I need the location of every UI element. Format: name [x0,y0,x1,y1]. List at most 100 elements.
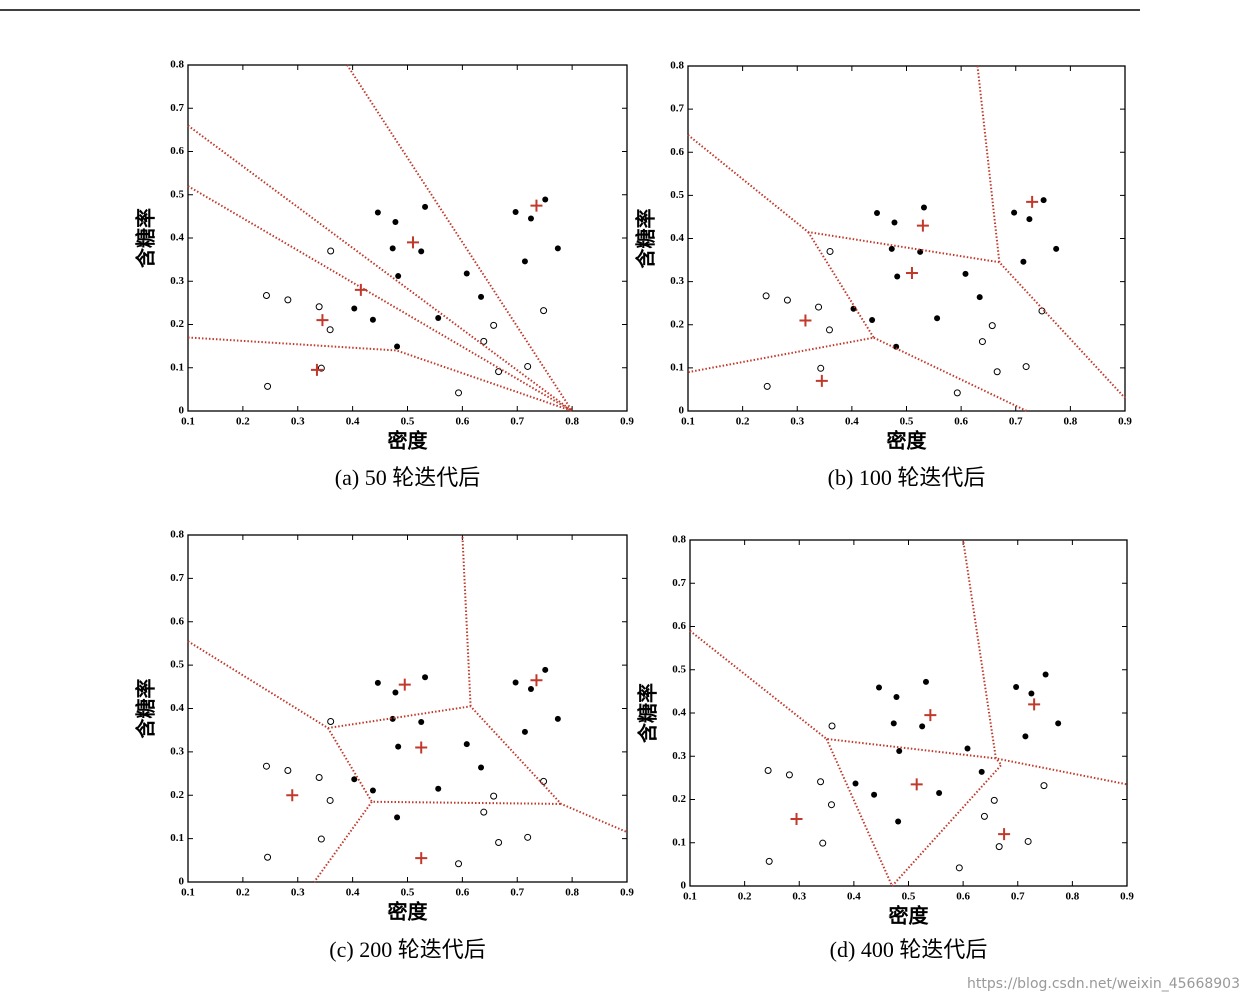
prototype-vector [924,709,937,722]
x-tick-label: 0.4 [346,416,360,428]
x-tick-label: 0.4 [346,887,360,899]
prototype-vector [286,789,299,802]
y-tick-label: 0.5 [672,663,686,675]
sample-point [936,790,943,797]
sample-point [542,196,549,203]
sample-point [978,768,985,775]
prototype-vector [530,199,543,212]
prototype-vector [799,314,812,327]
y-tick-label: 0.6 [170,145,184,157]
y-tick-label: 0.3 [170,745,184,757]
sample-point [512,209,519,216]
boundary-line [687,65,1126,412]
sample-point [1055,720,1062,727]
sample-point [920,204,927,211]
sample-point [463,270,470,277]
y-tick-label: 0.2 [672,793,686,805]
sample-point [891,219,898,226]
sample-point [326,326,334,334]
y-tick-label: 0.7 [170,102,184,114]
x-tick-label: 0.4 [845,416,859,428]
sample-point [455,389,463,397]
sample-point [919,723,926,730]
sample-point [955,864,963,872]
sample-point [995,843,1003,851]
sample-point [1040,197,1047,204]
sample-point [392,689,399,696]
sample-point [463,741,470,748]
sample-point [490,792,498,800]
y-tick-label: 0.8 [672,534,686,546]
x-tick-label: 0.8 [565,416,579,428]
sample-point [284,296,292,304]
x-tick-label: 0.2 [738,891,752,903]
sample-point [962,270,969,277]
y-tick-label: 0.4 [170,702,184,714]
y-tick-label: 0.1 [670,361,684,373]
x-axis-label: 密度 [388,900,429,924]
sample-point [542,666,549,673]
y-tick-label: 0.5 [670,189,684,201]
sample-point [527,215,534,222]
y-tick-label: 0 [179,405,185,417]
sample-point [895,818,902,825]
sample-point [394,343,401,350]
y-tick-label: 0.7 [672,577,686,589]
sample-point [495,368,503,376]
sample-point [374,679,381,686]
sample-point [988,322,996,330]
y-tick-label: 0.3 [672,750,686,762]
x-axis-label: 密度 [887,429,928,453]
y-tick-label: 0.8 [170,529,184,541]
sample-point [264,853,272,861]
y-tick-label: 0.6 [672,620,686,632]
sample-point [480,337,488,345]
y-tick-label: 0.5 [170,659,184,671]
x-tick-label: 0.8 [1066,891,1080,903]
sample-point [490,321,498,329]
y-axis-label: 含糖率 [134,679,158,739]
x-tick-label: 0.8 [1064,416,1078,428]
sample-point [1024,837,1032,845]
y-tick-label: 0.7 [170,572,184,584]
sample-point [762,292,770,300]
sample-point [871,791,878,798]
x-tick-label: 0.5 [900,416,914,428]
x-tick-label: 0.7 [1009,416,1023,428]
x-tick-label: 0.5 [401,416,415,428]
sample-point [826,247,834,255]
sample-point [317,835,325,843]
prototype-vector [354,283,367,296]
x-tick-label: 0.2 [236,887,250,899]
sample-point [783,296,791,304]
x-tick-label: 0.9 [1118,416,1132,428]
sample-point [478,764,485,771]
sample-point [327,247,335,255]
sample-point [888,245,895,252]
sample-point [1053,245,1060,252]
y-tick-label: 0.5 [170,188,184,200]
sample-point [922,678,929,685]
sample-point [326,796,334,804]
sample-point [395,743,402,750]
sample-point [964,745,971,752]
sample-point [495,839,503,847]
caption: (b) 100 轮迭代后 [828,465,986,490]
y-tick-label: 0.8 [170,59,184,71]
sample-point [540,777,548,785]
x-tick-label: 0.9 [620,416,634,428]
x-tick-label: 0.3 [291,887,305,899]
sample-point [392,218,399,225]
sample-point [524,833,532,841]
sample-point [418,718,425,725]
sample-point [1042,671,1049,678]
sample-point [764,767,772,775]
sample-point [284,767,292,775]
sample-point [819,839,827,847]
prototype-vector [905,267,918,279]
sample-point [521,728,528,735]
x-tick-label: 0.6 [956,891,970,903]
sample-point [980,812,988,820]
x-tick-label: 0.4 [847,891,861,903]
prototype-vector [916,219,929,232]
